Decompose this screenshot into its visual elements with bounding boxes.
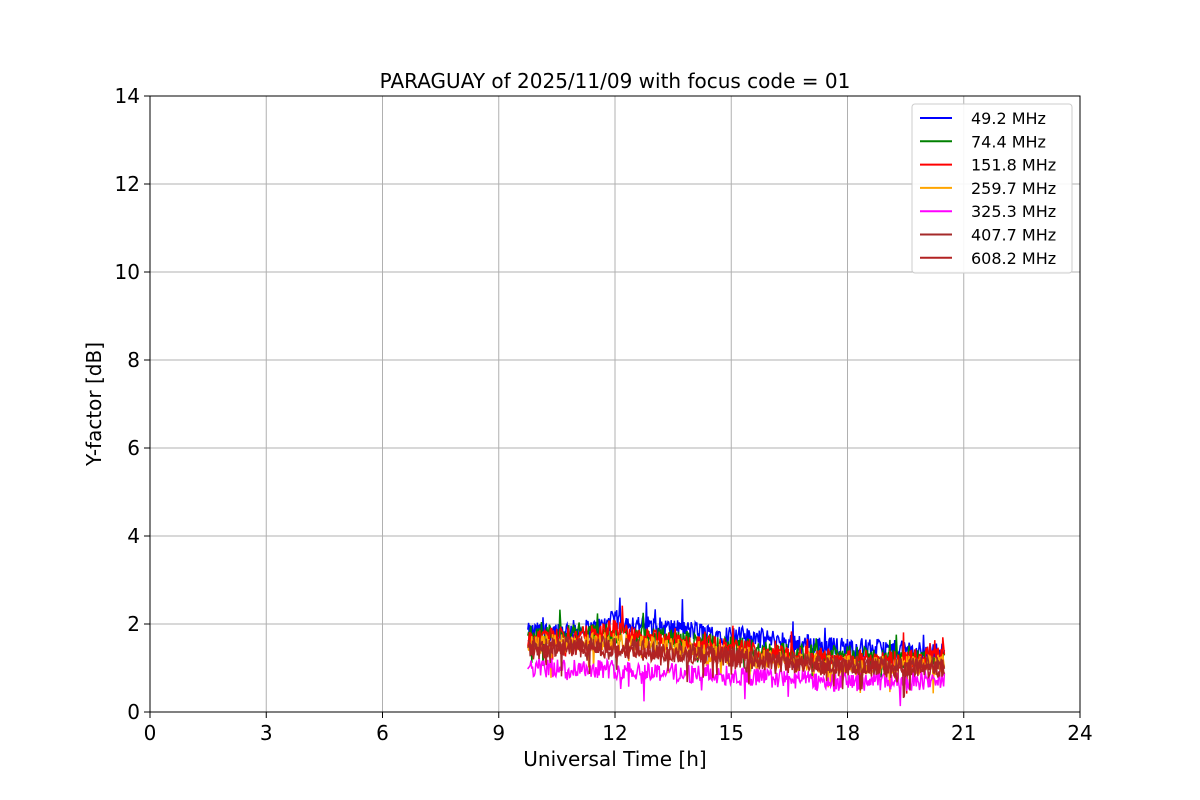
legend-entry: 259.7 MHz [971,179,1056,198]
y-tick-label: 8 [127,348,140,372]
x-tick-label: 12 [602,721,627,745]
x-tick-label: 3 [260,721,273,745]
x-axis-ticks: 0 3 6 9 12 15 18 21 24 [144,712,1093,745]
y-tick-label: 4 [127,524,140,548]
x-tick-label: 18 [835,721,860,745]
y-axis-label: Y-factor [dB] [82,342,106,467]
y-axis-ticks: 0 2 4 6 8 10 12 14 [115,84,150,724]
legend-entry: 74.4 MHz [971,132,1046,151]
series-line-49-2-mhz [527,597,946,668]
y-tick-label: 0 [127,700,140,724]
series-line-325-3-mhz [527,657,946,707]
legend-box [911,103,1073,274]
x-axis-label: Universal Time [h] [523,747,706,771]
x-tick-label: 21 [951,721,976,745]
legend: 49.2 MHz 74.4 MHz 151.8 MHz 259.7 MHz 325.3… [911,103,1073,274]
y-tick-label: 6 [127,436,140,460]
chart-title: PARAGUAY of 2025/11/09 with focus code =… [380,69,851,93]
series-line-608-2-mhz [527,637,946,691]
x-tick-label: 24 [1067,721,1092,745]
legend-entry: 407.7 MHz [971,226,1056,245]
x-tick-label: 15 [719,721,744,745]
legend-entry: 151.8 MHz [971,156,1056,175]
y-tick-label: 2 [127,612,140,636]
x-tick-label: 6 [376,721,389,745]
y-tick-label: 10 [115,260,140,284]
legend-entry: 608.2 MHz [971,249,1056,268]
series-layer [527,597,946,707]
y-tick-label: 12 [115,172,140,196]
y-tick-label: 14 [115,84,140,108]
x-tick-label: 9 [492,721,505,745]
legend-entry: 49.2 MHz [971,109,1046,128]
legend-entry: 325.3 MHz [971,202,1056,221]
x-tick-label: 0 [144,721,157,745]
